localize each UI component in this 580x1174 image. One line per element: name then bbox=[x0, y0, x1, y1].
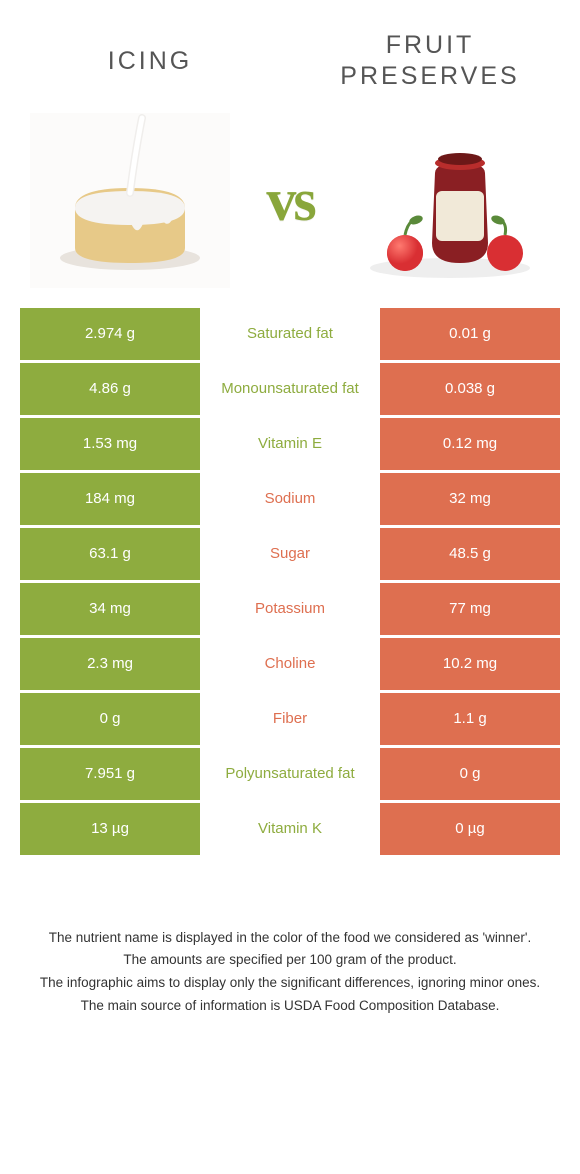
cake-icon bbox=[30, 113, 230, 288]
left-value: 1.53 mg bbox=[20, 418, 200, 470]
left-value: 34 mg bbox=[20, 583, 200, 635]
footnote-line: The amounts are specified per 100 gram o… bbox=[30, 950, 550, 971]
table-row: 7.951 gPolyunsaturated fat0 g bbox=[20, 748, 560, 800]
nutrient-label: Choline bbox=[200, 638, 380, 690]
right-value: 32 mg bbox=[380, 473, 560, 525]
table-row: 1.53 mgVitamin E0.12 mg bbox=[20, 418, 560, 470]
table-row: 13 µgVitamin K0 µg bbox=[20, 803, 560, 855]
jam-icon bbox=[350, 113, 550, 288]
left-value: 4.86 g bbox=[20, 363, 200, 415]
table-row: 2.3 mgCholine10.2 mg bbox=[20, 638, 560, 690]
right-value: 48.5 g bbox=[380, 528, 560, 580]
nutrient-label: Vitamin E bbox=[200, 418, 380, 470]
nutrient-label: Fiber bbox=[200, 693, 380, 745]
right-value: 0 µg bbox=[380, 803, 560, 855]
right-value: 0.01 g bbox=[380, 308, 560, 360]
nutrient-label: Sodium bbox=[200, 473, 380, 525]
right-value: 0.038 g bbox=[380, 363, 560, 415]
right-value: 10.2 mg bbox=[380, 638, 560, 690]
right-food-image bbox=[350, 113, 550, 288]
footnotes: The nutrient name is displayed in the co… bbox=[0, 858, 580, 1040]
nutrient-label: Vitamin K bbox=[200, 803, 380, 855]
nutrient-label: Potassium bbox=[200, 583, 380, 635]
left-value: 2.974 g bbox=[20, 308, 200, 360]
right-food-title: Fruit preserves bbox=[320, 30, 540, 93]
nutrient-label: Sugar bbox=[200, 528, 380, 580]
nutrient-label: Saturated fat bbox=[200, 308, 380, 360]
nutrient-label: Monounsaturated fat bbox=[200, 363, 380, 415]
comparison-table: 2.974 gSaturated fat0.01 g4.86 gMonounsa… bbox=[20, 308, 560, 855]
footnote-line: The main source of information is USDA F… bbox=[30, 996, 550, 1017]
left-value: 2.3 mg bbox=[20, 638, 200, 690]
table-row: 0 gFiber1.1 g bbox=[20, 693, 560, 745]
left-value: 7.951 g bbox=[20, 748, 200, 800]
right-value: 1.1 g bbox=[380, 693, 560, 745]
nutrient-label: Polyunsaturated fat bbox=[200, 748, 380, 800]
left-value: 13 µg bbox=[20, 803, 200, 855]
table-row: 4.86 gMonounsaturated fat0.038 g bbox=[20, 363, 560, 415]
vs-label: vs bbox=[266, 166, 313, 235]
table-row: 2.974 gSaturated fat0.01 g bbox=[20, 308, 560, 360]
right-value: 77 mg bbox=[380, 583, 560, 635]
left-food-image bbox=[30, 113, 230, 288]
images-row: vs bbox=[0, 103, 580, 308]
table-row: 63.1 gSugar48.5 g bbox=[20, 528, 560, 580]
right-value: 0 g bbox=[380, 748, 560, 800]
left-value: 184 mg bbox=[20, 473, 200, 525]
left-value: 63.1 g bbox=[20, 528, 200, 580]
table-row: 184 mgSodium32 mg bbox=[20, 473, 560, 525]
left-value: 0 g bbox=[20, 693, 200, 745]
right-value: 0.12 mg bbox=[380, 418, 560, 470]
footnote-line: The infographic aims to display only the… bbox=[30, 973, 550, 994]
header: Icing Fruit preserves bbox=[0, 0, 580, 103]
footnote-line: The nutrient name is displayed in the co… bbox=[30, 928, 550, 949]
left-food-title: Icing bbox=[40, 47, 260, 76]
table-row: 34 mgPotassium77 mg bbox=[20, 583, 560, 635]
